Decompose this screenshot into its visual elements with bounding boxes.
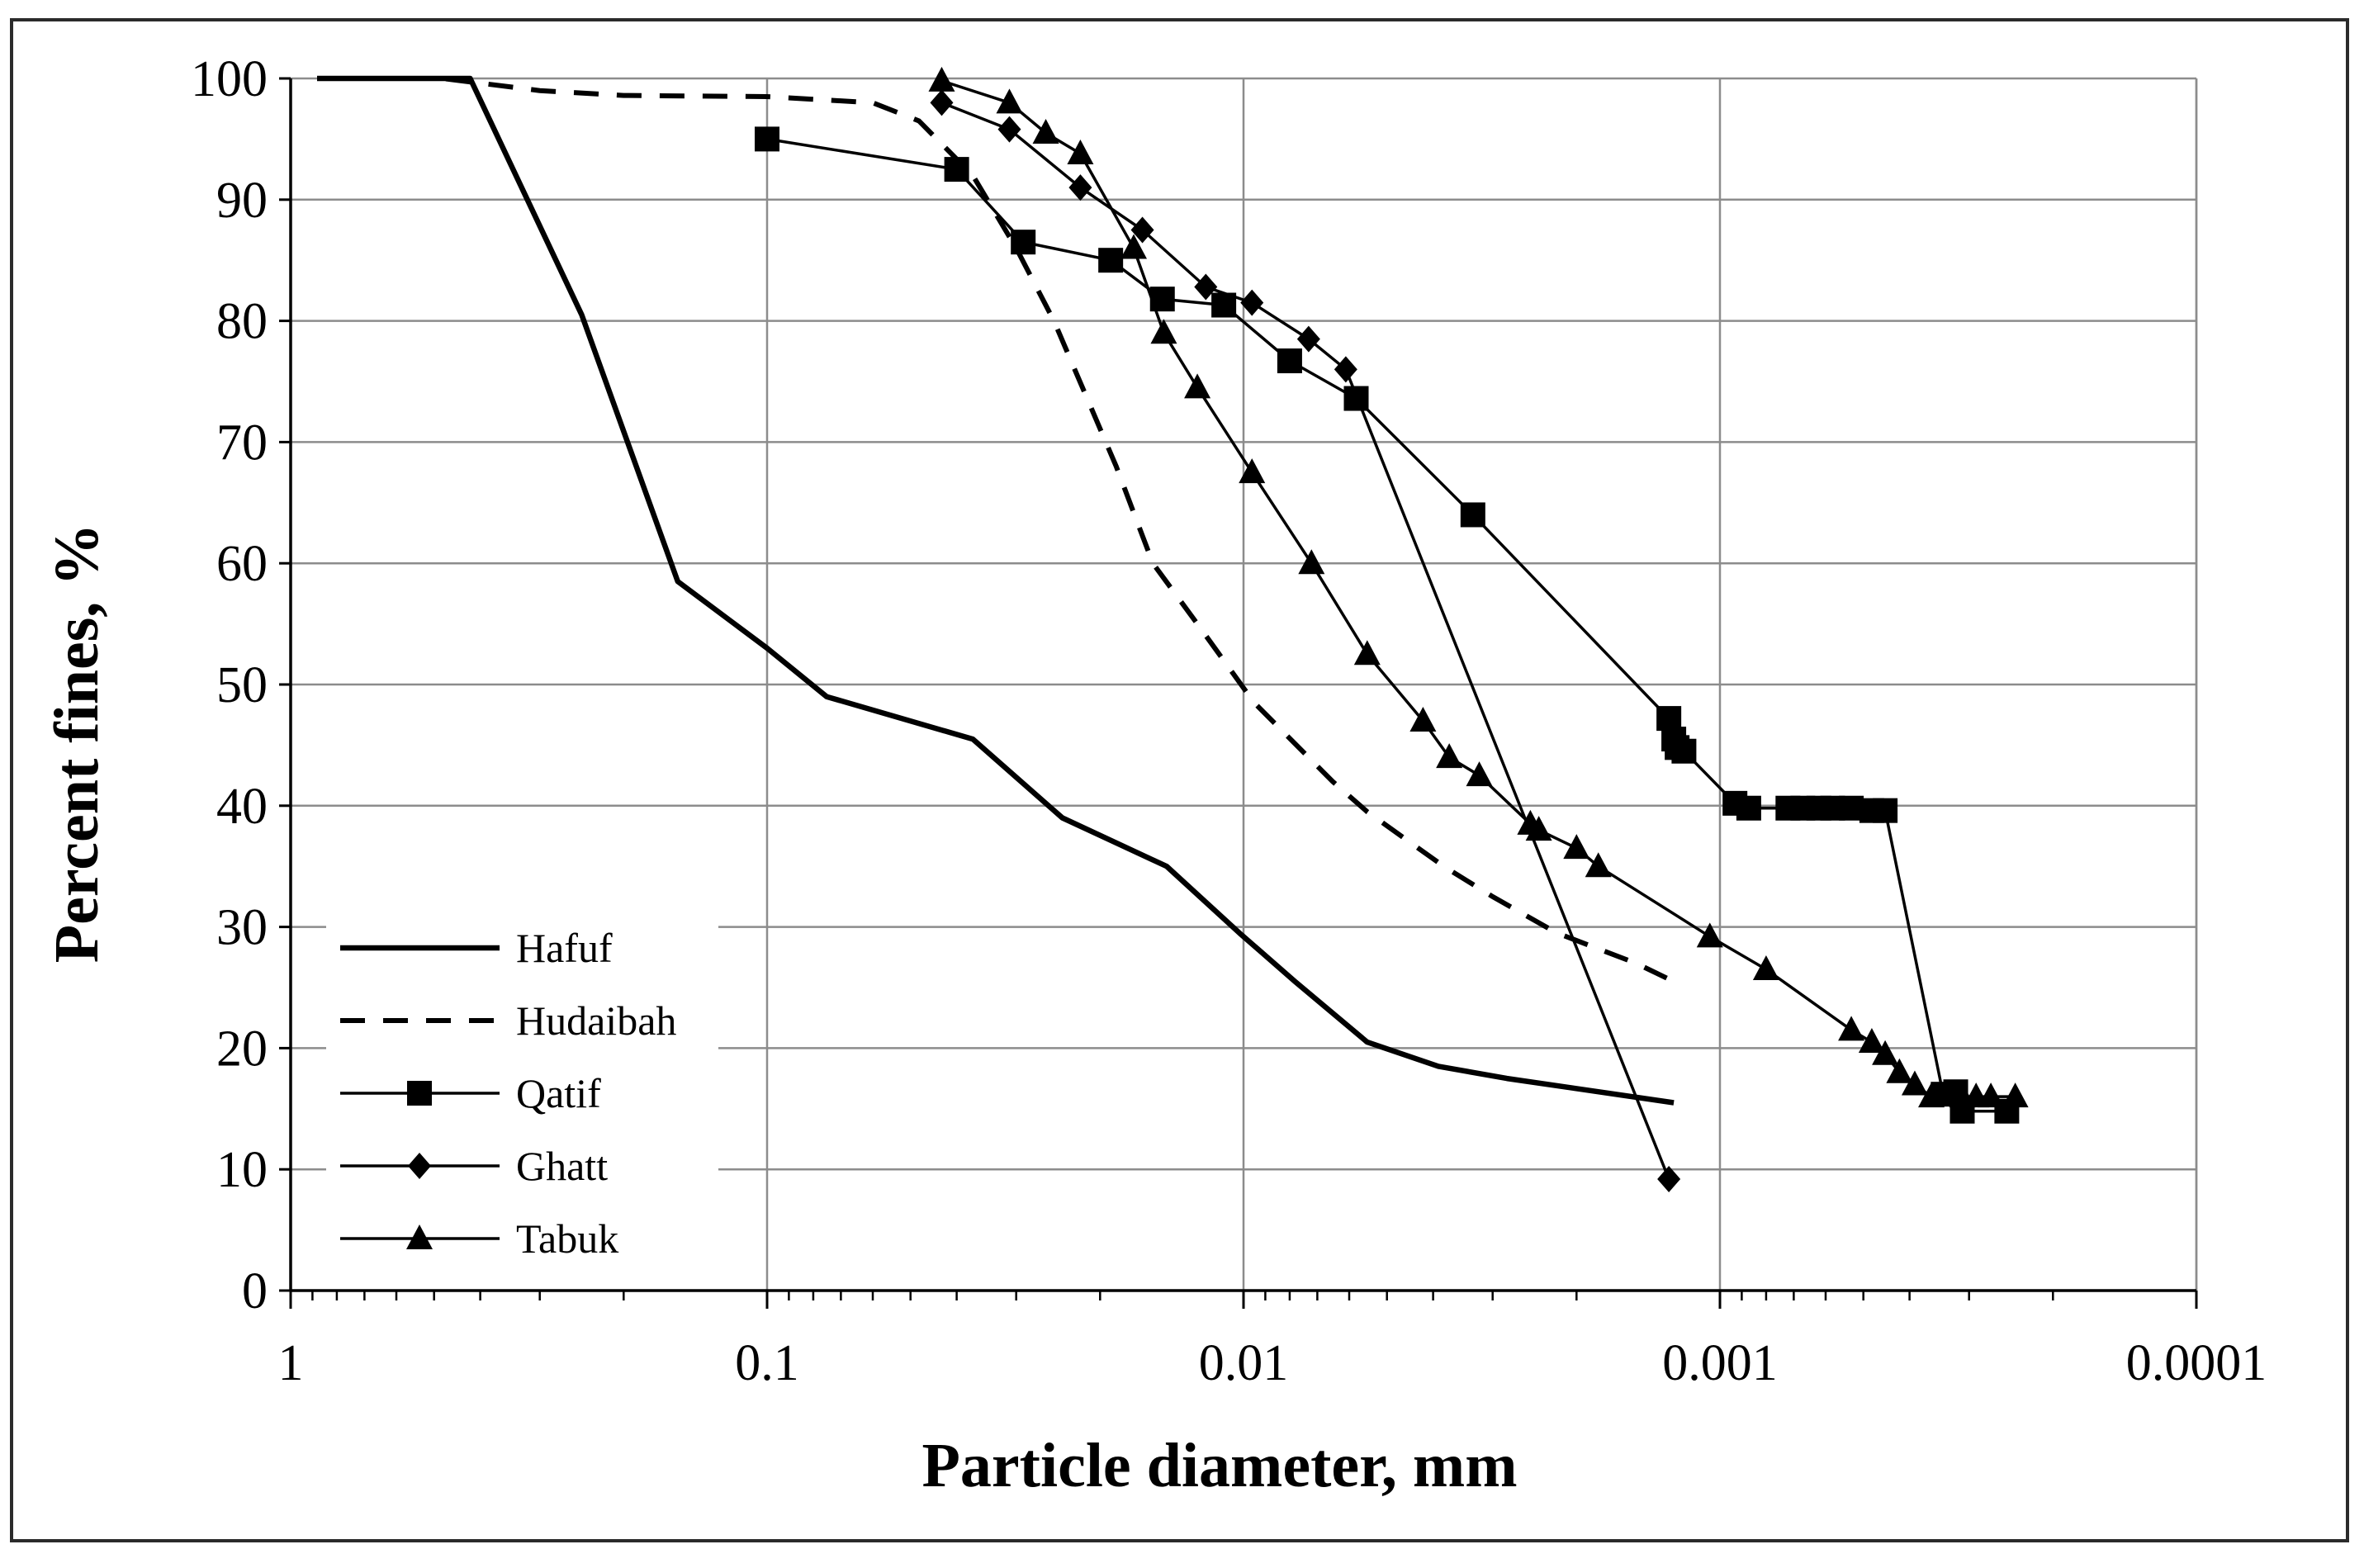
x-tick-label: 0.1 [735,1335,799,1391]
y-tick-label: 90 [216,173,268,229]
y-tick-label: 20 [216,1021,268,1077]
data-point-tabuk [1120,234,1148,259]
legend-label-ghatt: Ghatt [516,1143,608,1189]
x-axis-title: Particle diameter, mm [922,1431,1518,1500]
data-point-tabuk [1239,458,1266,484]
x-tick-label: 0.0001 [2126,1335,2267,1391]
x-tick-label: 0.001 [1662,1335,1778,1391]
data-point-tabuk [1901,1070,1928,1096]
x-tick-label: 0.01 [1199,1335,1289,1391]
legend-label-qatif: Qatif [516,1070,601,1116]
data-point-tabuk [1184,373,1211,399]
data-point-tabuk [2002,1082,2029,1108]
data-point-qatif [1098,248,1124,273]
y-tick-label: 100 [191,51,268,107]
series-hudaibah [317,76,1675,984]
legend-item-hudaibah: Hudaibah [340,997,676,1044]
data-point-tabuk [1067,140,1094,165]
data-point-tabuk [1525,816,1552,841]
y-tick-label: 60 [216,536,268,592]
data-point-tabuk [1409,707,1437,732]
series-line-qatif [766,137,2007,1113]
data-point-qatif [1460,502,1485,528]
legend: Hafuf Hudaibah Qatif Ghatt Tabuk [326,912,718,1272]
data-point-tabuk [1696,922,1723,948]
chart-frame [10,18,2349,1542]
series-line-tabuk [940,79,2016,1098]
series-line-hafuf [317,75,1675,1106]
x-tick-label: 1 [278,1335,304,1391]
series-ghatt [930,89,1681,1192]
legend-item-qatif: Qatif [340,1070,601,1116]
legend-item-hafuf: Hafuf [340,925,613,971]
y-axis-title: Percent fines, % [42,523,111,964]
series-tabuk [928,66,2029,1108]
data-point-ghatt [1194,273,1218,301]
data-point-ghatt [1130,216,1154,244]
data-point-qatif [755,126,779,152]
data-point-tabuk [996,88,1023,114]
series-line-hudaibah [317,76,1675,984]
data-point-tabuk [1150,319,1177,344]
data-point-tabuk [1858,1028,1885,1054]
data-point-qatif [1011,230,1036,255]
y-tick-label: 70 [216,415,268,471]
series-hafuf [317,75,1675,1106]
data-point-ghatt [1240,289,1264,316]
data-point-ghatt [1657,1165,1681,1192]
data-point-ghatt [997,116,1021,143]
data-point-tabuk [1872,1040,1899,1065]
y-tick-label: 50 [216,657,268,713]
y-tick-label: 30 [216,900,268,956]
data-point-tabuk [1563,834,1590,860]
y-tick-label: 80 [216,294,268,350]
legend-label-hudaibah: Hudaibah [516,997,676,1044]
y-tick-label: 10 [216,1142,268,1198]
tick-labels: 0 10 20 30 40 50 60 70 80 90 100 1 0.1 0.01 0.001 0.000… [191,51,2267,1391]
data-point-tabuk [1838,1016,1865,1041]
y-tick-label: 0 [242,1263,268,1319]
data-point-tabuk [1466,761,1493,787]
data-point-tabuk [1752,955,1779,980]
data-point-ghatt [930,89,954,116]
data-point-tabuk [1585,852,1612,878]
data-point-qatif [1671,738,1697,764]
data-point-tabuk [1918,1082,1945,1108]
legend-item-ghatt: Ghatt [340,1143,608,1189]
data-point-ghatt [1296,325,1320,353]
legend-label-tabuk: Tabuk [516,1215,618,1262]
legend-label-hafuf: Hafuf [516,925,613,971]
series-line-ghatt [940,101,1670,1180]
legend-item-tabuk: Tabuk [340,1215,618,1262]
y-tick-label: 40 [216,779,268,835]
data-point-ghatt [1068,174,1092,201]
legend-marker-qatif [407,1081,432,1106]
legend-marker-ghatt [408,1153,431,1179]
data-point-qatif [1873,798,1898,823]
data-point-tabuk [1978,1082,2005,1108]
data-point-tabuk [928,66,955,92]
data-point-qatif [1277,348,1302,374]
data-point-tabuk [1886,1058,1913,1083]
data-point-tabuk [1436,743,1463,769]
series-qatif [755,126,2020,1124]
data-point-tabuk [1032,119,1059,144]
data-point-tabuk [1353,640,1381,666]
data-point-ghatt [1334,356,1357,383]
series [317,66,2029,1192]
data-point-qatif [1736,795,1761,821]
data-point-qatif [944,157,969,182]
legend-marker-tabuk [406,1225,433,1249]
axes [279,77,2198,1309]
data-point-tabuk [1298,549,1325,575]
